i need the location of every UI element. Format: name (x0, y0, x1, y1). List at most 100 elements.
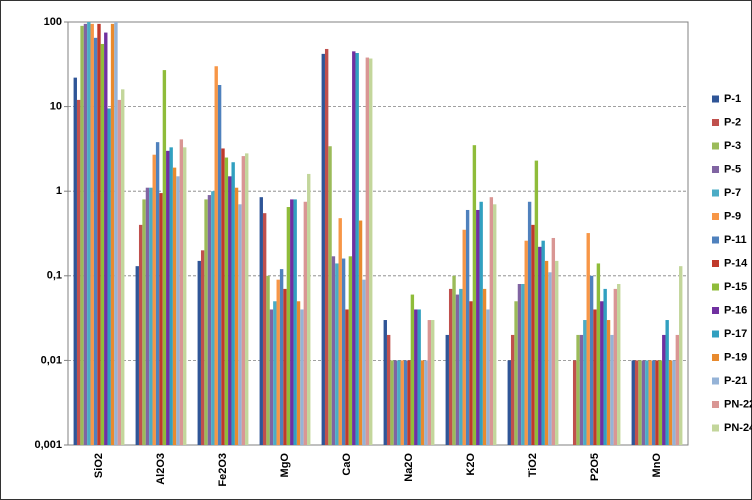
bar (228, 176, 232, 445)
bar (606, 320, 611, 445)
legend-swatch (712, 189, 719, 197)
bar (97, 23, 101, 445)
bar (100, 43, 105, 445)
bar (338, 218, 342, 445)
bar (200, 250, 205, 445)
bar (555, 260, 559, 445)
bar (238, 204, 242, 445)
bar (452, 275, 456, 445)
bar (149, 187, 153, 445)
bar (538, 246, 542, 445)
bar (465, 209, 470, 445)
legend-label: P-5 (724, 163, 741, 175)
bar (162, 70, 167, 445)
bar (610, 334, 614, 445)
legend-label: P-3 (724, 140, 741, 152)
bar (655, 360, 659, 445)
bar (489, 197, 494, 445)
bar (262, 213, 267, 445)
bar (586, 233, 590, 445)
bar (479, 201, 483, 445)
legend-swatch (712, 142, 719, 150)
bar (211, 191, 215, 445)
bar (393, 360, 398, 445)
x-tick-label: CaO (341, 453, 353, 476)
bar (217, 85, 222, 446)
bar (341, 258, 346, 445)
bar (273, 301, 277, 445)
bar (383, 320, 387, 445)
bar (572, 360, 577, 445)
bar (400, 360, 404, 445)
bar (448, 288, 453, 445)
bar (390, 360, 394, 445)
bar (493, 204, 497, 445)
bar (638, 360, 642, 445)
bar (576, 334, 580, 445)
bar (345, 309, 349, 445)
bar (651, 360, 656, 445)
bar (269, 309, 274, 445)
legend-swatch (712, 95, 719, 103)
bar (455, 294, 460, 445)
bar (579, 334, 584, 445)
bar (358, 220, 363, 445)
bar (645, 360, 649, 445)
bar (224, 157, 229, 445)
bar (517, 283, 522, 445)
y-tick-label: 100 (44, 16, 62, 28)
legend-swatch (712, 377, 719, 385)
bar (407, 360, 411, 445)
x-tick-label: Fe2O3 (217, 453, 229, 487)
bar (73, 77, 77, 445)
bar (679, 266, 683, 445)
legend-label: P-1 (724, 93, 741, 105)
bar (534, 160, 539, 445)
bar (589, 275, 594, 445)
bar (328, 146, 332, 445)
bar (603, 288, 607, 445)
legend-swatch (712, 166, 719, 173)
legend-label: P-9 (724, 210, 741, 222)
bar (138, 224, 143, 445)
bar (355, 53, 359, 445)
plot-frame (67, 21, 689, 446)
bar (524, 240, 528, 445)
bar (510, 334, 515, 445)
bar (420, 360, 425, 445)
bar (631, 360, 635, 445)
bar (397, 360, 401, 445)
legend-label: P-16 (724, 304, 747, 316)
bar (613, 288, 618, 445)
legend-label: P-15 (724, 281, 747, 293)
bar (641, 360, 646, 445)
bar (472, 145, 477, 445)
bar (507, 360, 511, 445)
legend-swatch (712, 401, 719, 408)
x-tick-label: MnO (651, 453, 663, 478)
legend-label: PN-24 (724, 422, 752, 434)
bar (521, 283, 525, 445)
bar (234, 187, 239, 445)
bar (87, 22, 91, 445)
bar (207, 195, 212, 445)
bar (307, 173, 311, 445)
y-tick-label: 0,1 (47, 270, 62, 282)
x-tick-label: P2O5 (589, 453, 601, 481)
bar (283, 288, 287, 445)
bar (662, 334, 666, 445)
bar (221, 148, 225, 446)
legend-swatch (712, 119, 719, 126)
bar (482, 288, 487, 445)
bar (544, 260, 549, 445)
bar (179, 139, 184, 445)
bar (172, 167, 177, 446)
legend-swatch (712, 354, 719, 361)
bar (276, 279, 280, 445)
bar (551, 237, 556, 445)
bar (176, 176, 180, 445)
legend-swatch (712, 307, 719, 314)
bar (362, 279, 366, 445)
bar (352, 51, 356, 445)
x-tick-label: TiO2 (527, 453, 539, 477)
